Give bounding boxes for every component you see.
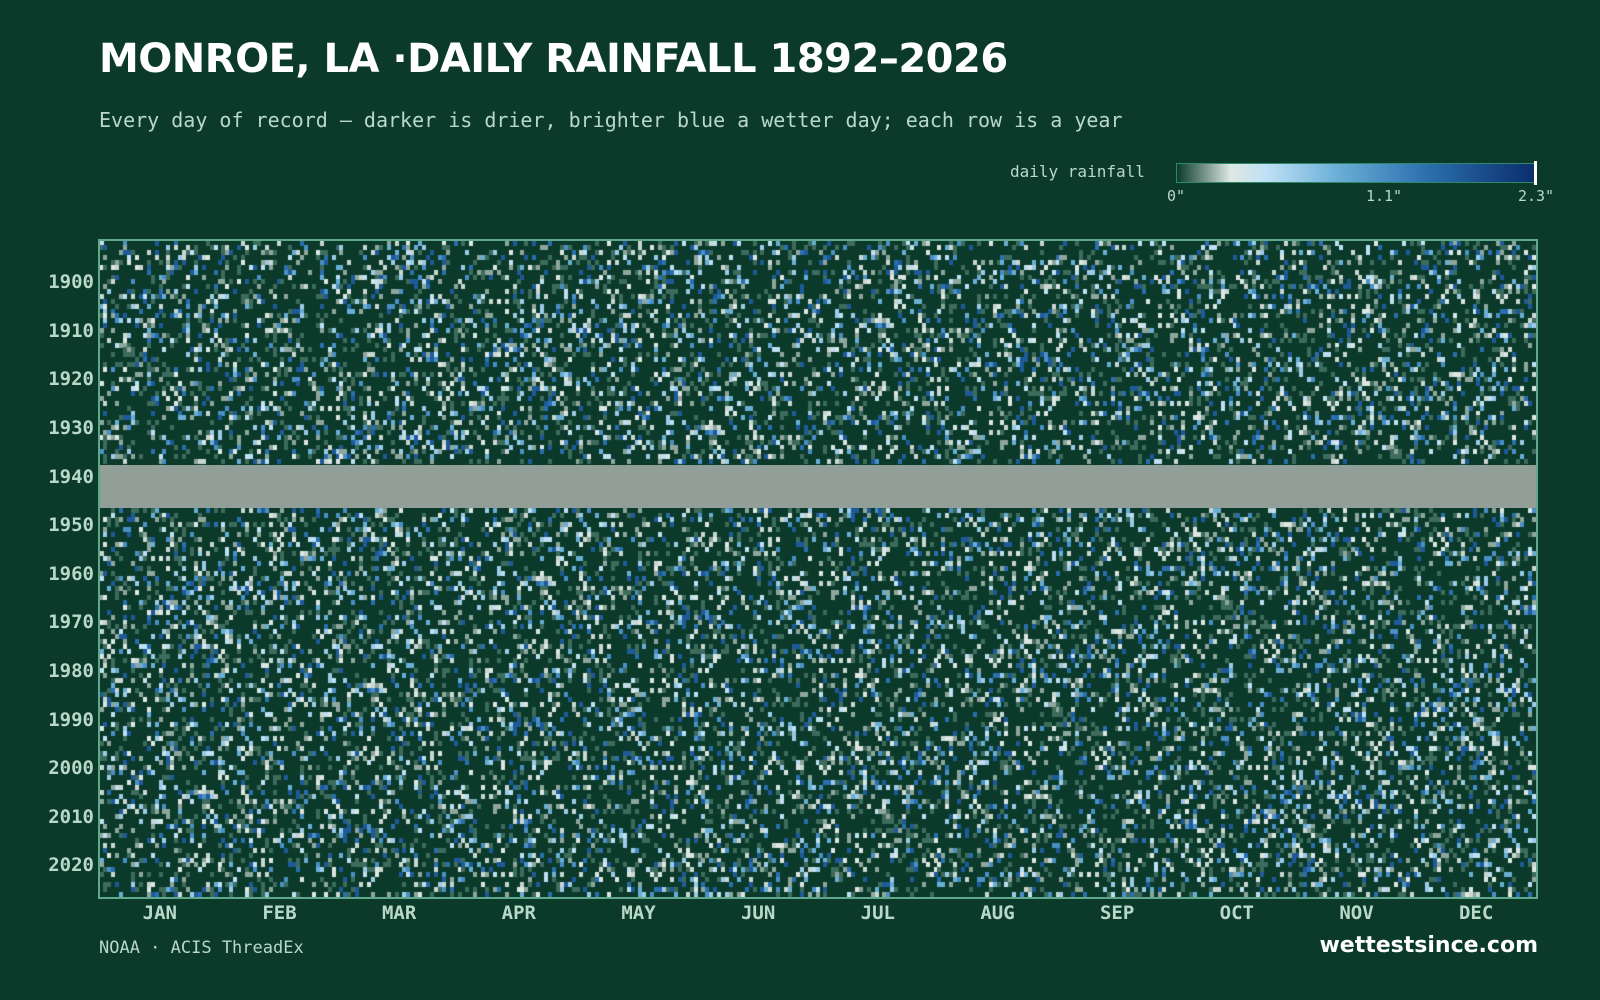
x-tick-label: FEB (262, 902, 297, 924)
x-tick-label: MAY (621, 902, 656, 924)
x-tick-label: MAR (381, 902, 417, 924)
x-tick-label: APR (501, 902, 536, 924)
rainfall-heatmap (100, 241, 1536, 897)
x-tick-label: JUN (740, 902, 776, 924)
data-source: NOAA · ACIS ThreadEx (99, 938, 304, 958)
missing-data-band (100, 464, 1536, 509)
legend-tick-mid: 1.1" (1365, 187, 1403, 205)
x-tick-label: DEC (1458, 902, 1494, 924)
chart-title: MONROE, LA ·DAILY RAINFALL 1892–2026 (99, 36, 1008, 82)
y-tick-label: 2010 (48, 805, 94, 828)
x-tick-label: AUG (980, 902, 1015, 924)
x-tick-label: OCT (1219, 902, 1254, 924)
y-tick-label: 1970 (48, 611, 94, 634)
legend-label: daily rainfall (1010, 162, 1145, 181)
y-tick-label: 1980 (48, 660, 94, 683)
y-tick-label: 1940 (48, 465, 94, 488)
y-tick-label: 1910 (48, 319, 94, 342)
x-tick-label: NOV (1339, 902, 1374, 924)
x-tick-label: JAN (142, 902, 177, 924)
y-tick-label: 1990 (48, 708, 94, 731)
heatmap-frame (98, 239, 1538, 899)
chart-subtitle: Every day of record — darker is drier, b… (99, 108, 1123, 132)
y-tick-label: 1920 (48, 368, 94, 391)
brand-logo: wettestsince.com (1319, 933, 1538, 958)
y-tick-label: 1930 (48, 417, 94, 440)
y-tick-label: 1900 (48, 271, 94, 294)
y-tick-label: 2000 (48, 757, 94, 780)
x-tick-label: SEP (1099, 902, 1135, 924)
legend-color-bar (1176, 163, 1536, 183)
y-tick-label: 1950 (48, 514, 94, 537)
legend-max-marker (1534, 161, 1537, 185)
legend-tick-max: 2.3" (1517, 187, 1555, 205)
y-tick-label: 2020 (48, 854, 94, 877)
legend-tick-min: 0" (1166, 187, 1186, 205)
y-tick-label: 1960 (48, 562, 94, 585)
x-tick-label: JUL (860, 902, 895, 924)
